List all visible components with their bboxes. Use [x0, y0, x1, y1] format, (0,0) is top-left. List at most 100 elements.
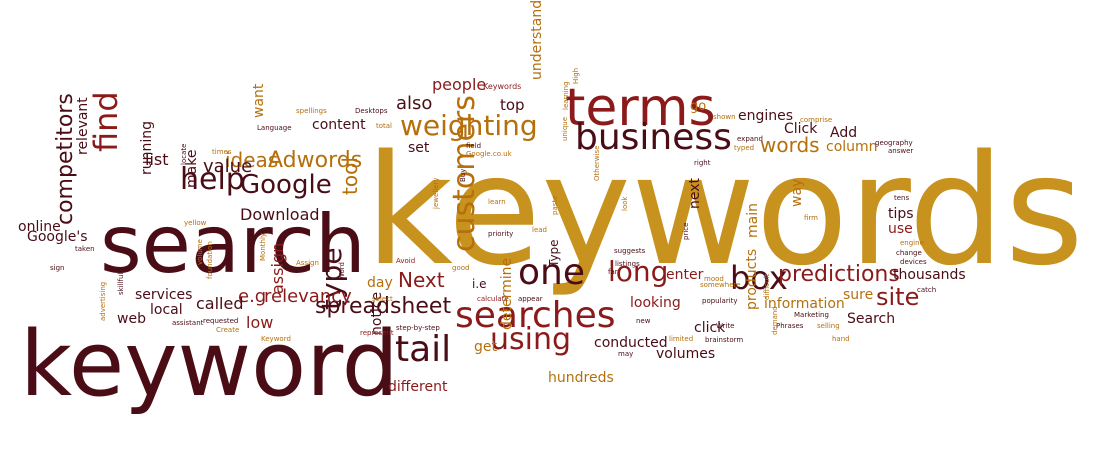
- word-monthly: Monthly: [259, 232, 267, 261]
- word-google: Google: [240, 170, 332, 200]
- word-shown: shown: [713, 113, 736, 121]
- word-taken: taken: [75, 245, 95, 253]
- word-volume: volume: [196, 239, 204, 265]
- word-keywords: keywords: [365, 122, 1084, 299]
- word-sure: sure: [843, 287, 874, 303]
- word-e-g: e.g: [238, 286, 267, 307]
- word-next: Next: [398, 268, 445, 292]
- word-brainstorm: brainstorm: [705, 336, 744, 344]
- word-search: search: [100, 198, 366, 291]
- word-column: column: [826, 139, 878, 155]
- word-phrases: Phrases: [776, 322, 804, 330]
- word-represent: represent: [360, 329, 394, 337]
- word-lead: lead: [532, 226, 547, 234]
- word-hand: hand: [832, 335, 850, 343]
- word-requested: requested: [203, 317, 239, 325]
- word-web: web: [117, 311, 146, 327]
- word-keyword: Keyword: [261, 335, 291, 343]
- word-word: Word: [338, 262, 346, 280]
- word-way: way: [789, 178, 805, 207]
- word-main: main: [745, 203, 761, 238]
- word-google-co-uk: Google.co.uk: [466, 150, 512, 158]
- word-go: go: [690, 99, 707, 114]
- word-google-s: Google's: [27, 229, 88, 245]
- word-want: want: [251, 83, 267, 118]
- word-add: Add: [830, 125, 858, 141]
- word-click: click: [694, 320, 726, 336]
- word-competitors: competitors: [53, 93, 78, 225]
- word-hundreds: hundreds: [548, 370, 614, 386]
- word-spellings: spellings: [296, 107, 327, 115]
- word-high: High: [572, 67, 580, 84]
- word-right: right: [694, 159, 711, 167]
- word-relevancy: relevancy: [264, 286, 352, 307]
- word-yellow: yellow: [184, 219, 207, 227]
- word-calculate: calculate: [477, 295, 509, 303]
- word-box: box: [730, 259, 788, 297]
- word-called: called: [196, 294, 244, 313]
- word-paste: paste: [551, 195, 559, 215]
- word-tool: tool: [338, 157, 362, 195]
- word-predictions: predictions: [778, 262, 900, 287]
- word-change: change: [896, 249, 922, 257]
- word-determine: determine: [499, 257, 515, 330]
- word-volumes: volumes: [656, 346, 716, 362]
- word-otherwise: Otherwise: [593, 145, 601, 182]
- word-look: look: [621, 196, 629, 211]
- word-adwords: Adwords: [268, 148, 363, 173]
- word-one: one: [518, 252, 585, 293]
- word-relevant: relevant: [75, 97, 91, 155]
- word-list: list: [145, 150, 169, 169]
- word-assign: assign: [268, 242, 287, 294]
- word-expand: expand: [737, 135, 763, 143]
- word-far: far: [608, 268, 618, 276]
- word-download: Download: [240, 205, 320, 224]
- word-keyword: keyword: [20, 312, 399, 417]
- word-comprise: comprise: [800, 116, 833, 124]
- word-get: get: [474, 339, 497, 355]
- word-assign: Assign: [296, 259, 319, 267]
- word-products: products: [744, 248, 760, 310]
- word-top: top: [500, 96, 525, 114]
- word-suggests: suggests: [614, 247, 646, 255]
- word-may: may: [618, 350, 634, 358]
- word-engine: engine: [900, 239, 924, 247]
- word-geography: geography: [875, 139, 913, 147]
- word-learning: learning: [562, 81, 570, 110]
- word-demand: demand: [771, 306, 779, 335]
- word-new: new: [636, 317, 651, 325]
- word-create: Create: [216, 326, 240, 334]
- word-learn: learn: [488, 198, 506, 206]
- word-assistant: assistant: [172, 319, 204, 327]
- word-also: also: [396, 93, 433, 114]
- word-total: total: [376, 122, 393, 130]
- word-write: Write: [716, 322, 735, 330]
- word-searches: searches: [455, 295, 616, 336]
- word-difficult: difficult: [763, 273, 771, 300]
- word-running: running: [139, 120, 155, 175]
- word-click: Click: [784, 121, 818, 137]
- word-field: field: [466, 142, 482, 150]
- word-long: long: [608, 255, 669, 288]
- word-set: set: [408, 140, 430, 156]
- word-selling: selling: [817, 322, 840, 330]
- word-times: times: [212, 148, 232, 156]
- word-buy: Buy: [459, 168, 467, 182]
- word-local: local: [150, 302, 183, 318]
- word-language: Language: [257, 124, 292, 132]
- word-devices: devices: [900, 258, 927, 266]
- word-appear: appear: [518, 295, 543, 303]
- word-different: different: [388, 379, 448, 395]
- word-weighting: weighting: [400, 109, 538, 142]
- word-find: find: [87, 91, 125, 152]
- word-thousands: thousands: [893, 267, 966, 283]
- word-content: content: [312, 117, 366, 133]
- word-online: online: [18, 219, 61, 235]
- word-desktops: Desktops: [355, 107, 388, 115]
- word-select: select: [372, 295, 393, 303]
- word-words: words: [760, 133, 820, 157]
- word-sign: sign: [50, 264, 65, 272]
- word-people: people: [432, 75, 487, 94]
- word-next: next: [687, 177, 703, 209]
